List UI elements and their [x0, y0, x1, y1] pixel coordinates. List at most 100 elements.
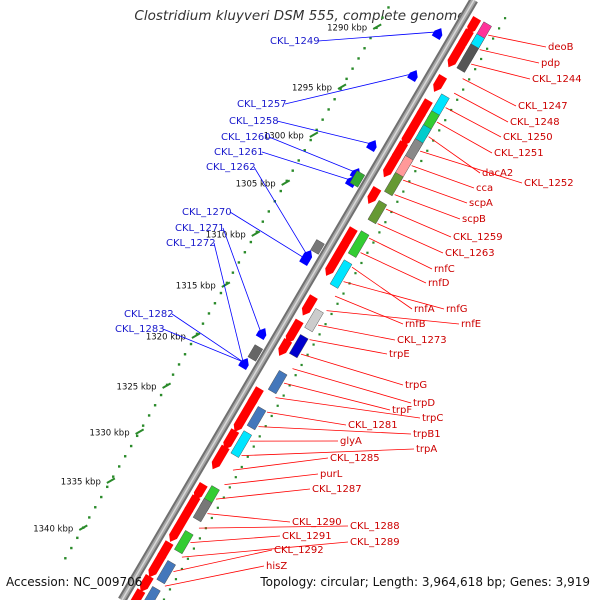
scale-dot — [171, 373, 175, 376]
reverse-gene-label: cca — [476, 183, 493, 194]
scale-tick — [162, 382, 172, 389]
accession-text: Accession: NC_009706 — [6, 575, 143, 589]
label-leader — [171, 313, 244, 363]
scale-dot — [64, 557, 67, 560]
reverse-gene-label: rnfC — [434, 264, 455, 275]
scale-dot — [297, 159, 300, 162]
gene-arrow — [407, 70, 418, 82]
gene-arrow — [366, 140, 377, 152]
label-leader — [453, 92, 509, 123]
scale-dot — [118, 465, 121, 468]
scale-dot — [180, 567, 184, 571]
scale-dot — [432, 139, 435, 142]
scale-dot — [222, 496, 225, 499]
scale-dot — [237, 261, 241, 264]
gene-box — [247, 344, 264, 362]
reverse-gene — [175, 506, 194, 532]
scale-dot — [497, 27, 501, 30]
scale-dot — [420, 159, 423, 163]
scale-dot — [186, 557, 190, 560]
scale-dot — [402, 190, 405, 193]
gene-box — [367, 200, 388, 225]
forward-gene-label: CKL_1261 — [214, 147, 264, 158]
scale-dot — [135, 434, 139, 438]
forward-gene — [299, 254, 310, 266]
label-leader — [173, 549, 273, 573]
scale-dot — [324, 323, 327, 326]
scale-dot — [468, 78, 471, 81]
scale-dot — [351, 67, 354, 70]
scale-dot — [147, 414, 151, 417]
scale-tick — [135, 428, 145, 435]
scale-dot — [381, 16, 384, 19]
scale-tick — [337, 83, 347, 90]
scale-dot — [333, 98, 336, 101]
reverse-gene-label: glyA — [340, 436, 362, 447]
gene-box — [289, 334, 309, 359]
scale-dot — [318, 333, 321, 336]
gene-arrow — [325, 258, 340, 276]
reverse-gene-label: trpG — [405, 380, 427, 391]
gene-feature — [456, 43, 479, 73]
reverse-gene-label: CKL_1291 — [282, 531, 332, 542]
reverse-gene-labels: deoB pdp CKL_1244 CKL_1247 CKL_1248 CKL_1250 C… — [164, 34, 582, 587]
label-leader — [284, 73, 413, 105]
gene-arrow — [169, 524, 184, 542]
scale-dot — [291, 169, 294, 172]
reverse-gene — [239, 396, 258, 422]
label-leader — [445, 107, 502, 138]
label-leader — [334, 295, 404, 325]
scale-dot — [438, 129, 441, 132]
forward-gene-label: CKL_1283 — [115, 324, 165, 335]
scale-dot — [372, 241, 375, 244]
label-leader — [419, 150, 523, 184]
forward-gene-label: CKL_1258 — [229, 116, 279, 127]
label-leader — [317, 31, 437, 42]
gene-feature — [156, 560, 176, 585]
gene-feature — [329, 259, 353, 289]
gene-feature — [304, 308, 324, 333]
gene-box — [230, 430, 253, 458]
reverse-gene-label: scpB — [462, 214, 486, 225]
gene-arrow — [139, 574, 154, 592]
gene-arrow — [238, 358, 249, 370]
scale-dot — [336, 302, 339, 305]
forward-gene-label: CKL_1257 — [237, 99, 287, 110]
gene-arrow — [447, 42, 466, 68]
label-leader — [241, 448, 415, 457]
forward-gene-label: CKL_1249 — [270, 36, 320, 47]
gene-arrow — [193, 482, 208, 500]
label-leader — [224, 473, 319, 486]
gene-box — [347, 230, 370, 258]
label-leader — [275, 397, 421, 419]
gene-arrow — [223, 428, 240, 450]
reverse-gene — [457, 28, 474, 50]
scale-ticks — [64, 6, 507, 600]
label-leader — [207, 513, 291, 523]
reverse-gene — [447, 42, 466, 68]
forward-gene-label: CKL_1260 — [221, 132, 271, 143]
scale-dot — [450, 108, 453, 112]
scale-dot — [414, 170, 417, 173]
reverse-gene-label: deoB — [548, 42, 574, 53]
reverse-gene — [407, 110, 426, 136]
scale-label: 1290 kbp — [327, 24, 367, 34]
reverse-gene-label: trpB1 — [413, 429, 441, 440]
forward-gene — [366, 140, 377, 152]
gene-feature — [347, 230, 370, 258]
label-leader — [229, 211, 305, 259]
scale-dot — [249, 240, 253, 244]
gene-arrow — [431, 28, 443, 40]
gene-feature — [267, 370, 288, 395]
label-leader — [181, 541, 349, 558]
gene-feature — [246, 406, 267, 431]
scale-dot — [228, 486, 231, 489]
scale-dot — [357, 57, 360, 60]
scale-label: 1305 kbp — [236, 180, 276, 190]
label-leader — [253, 166, 307, 255]
label-leader — [402, 179, 468, 204]
scale-dot — [387, 6, 390, 9]
reverse-gene-label: CKL_1247 — [518, 101, 568, 112]
gene-arrow — [301, 294, 318, 316]
